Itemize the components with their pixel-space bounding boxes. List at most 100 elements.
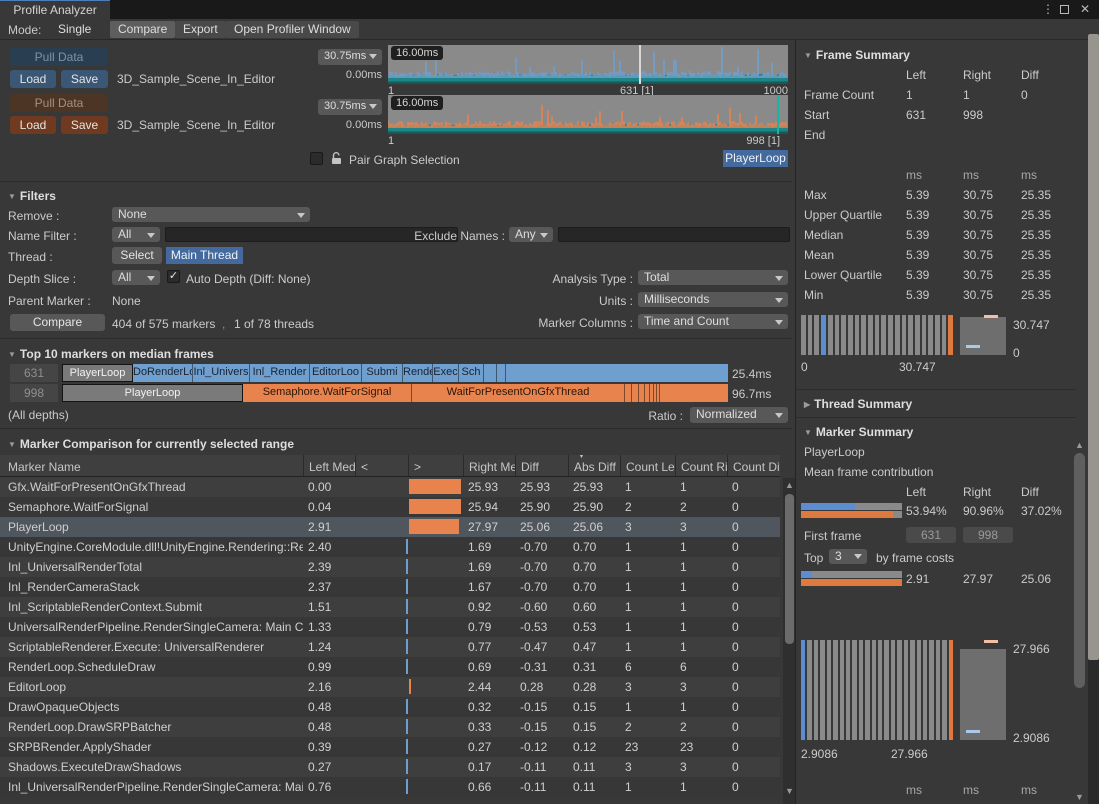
column-header-right-median[interactable]: Right Median — [463, 455, 515, 476]
auto-depth-checkbox[interactable]: ✓ — [167, 270, 180, 283]
column-header-count-left[interactable]: Count Left — [620, 455, 675, 476]
table-row[interactable]: UnityEngine.CoreModule.dll!UnityEngine.R… — [0, 537, 780, 557]
compare-button[interactable]: Compare — [10, 314, 105, 331]
top10-foldout[interactable]: ▼Top 10 markers on median frames — [8, 347, 214, 361]
column-header--[interactable]: > — [408, 455, 463, 476]
top10-segment-dorenderlo[interactable]: DoRenderLo — [133, 364, 193, 382]
close-icon[interactable]: ✕ — [1077, 2, 1093, 17]
load-left-button[interactable]: Load — [10, 70, 56, 88]
top10-frame-chip[interactable]: 998 — [10, 384, 58, 402]
column-header-count-diff[interactable]: Count Diff — [727, 455, 780, 476]
remove-dropdown[interactable]: None — [112, 207, 310, 222]
load-right-button[interactable]: Load — [10, 116, 56, 134]
first-frame-left-button[interactable]: 631 — [906, 527, 956, 543]
filters-foldout[interactable]: ▼Filters — [8, 189, 56, 203]
top10-segment[interactable] — [660, 384, 728, 402]
exclude-names-dropdown[interactable]: Any — [509, 227, 553, 242]
column-header-count-right[interactable]: Count Right — [675, 455, 727, 476]
tab-profile-analyzer[interactable]: Profile Analyzer — [0, 0, 110, 19]
table-row[interactable]: Shadows.ExecuteDrawShadows0.270.17-0.110… — [0, 757, 780, 777]
column-header--[interactable]: < — [355, 455, 408, 476]
table-row[interactable]: DrawOpaqueObjects0.480.32-0.150.15110 — [0, 697, 780, 717]
top10-marker-bar[interactable]: PlayerLoopSemaphore.WaitForSignalWaitFor… — [62, 384, 728, 402]
table-row[interactable]: UniversalRenderPipeline.RenderSingleCame… — [0, 617, 780, 637]
marker-comparison-foldout[interactable]: ▼Marker Comparison for currently selecte… — [8, 437, 294, 451]
name-filter-dropdown[interactable]: All — [112, 227, 160, 242]
top10-segment-waitforpresentongfxthread[interactable]: WaitForPresentOnGfxThread — [412, 384, 625, 402]
top10-segment-semaphore-waitforsignal[interactable]: Semaphore.WaitForSignal — [243, 384, 412, 402]
units-dropdown[interactable]: Milliseconds — [638, 292, 788, 307]
frame-summary-foldout[interactable]: ▼Frame Summary — [804, 48, 910, 62]
histogram-bar — [891, 640, 895, 740]
top10-marker-bar[interactable]: PlayerLoopDoRenderLoInl_UniversInl_Rende… — [62, 364, 728, 382]
table-row[interactable]: RenderLoop.DrawSRPBatcher0.480.33-0.150.… — [0, 717, 780, 737]
top10-segment-playerloop[interactable]: PlayerLoop — [62, 384, 243, 402]
thread-select-button[interactable]: Select — [112, 247, 162, 264]
value-cell: 0 — [727, 617, 780, 637]
marker-summary-foldout[interactable]: ▼Marker Summary — [804, 425, 913, 439]
table-row[interactable]: ScriptableRenderer.Execute: UniversalRen… — [0, 637, 780, 657]
top10-segment[interactable] — [506, 364, 728, 382]
analysis-type-dropdown[interactable]: Total — [638, 270, 788, 285]
left-graph-range-dropdown[interactable]: 30.75ms — [318, 49, 382, 65]
scroll-up-icon[interactable]: ▲ — [1073, 440, 1086, 450]
pull-data-left-button[interactable]: Pull Data — [10, 48, 108, 66]
window-scrollbar-thumb[interactable] — [1088, 34, 1099, 660]
export-button[interactable]: Export — [175, 21, 226, 38]
mode-single-button[interactable]: Single — [50, 21, 99, 38]
top10-segment-submi[interactable]: Submi — [362, 364, 403, 382]
top10-frame-chip[interactable]: 631 — [10, 364, 58, 382]
top10-segment[interactable] — [625, 384, 632, 402]
maximize-icon[interactable] — [1060, 5, 1069, 14]
top-n-dropdown[interactable]: 3 — [829, 549, 867, 564]
unlock-icon[interactable] — [330, 151, 343, 165]
top10-segment-sch[interactable]: Sch — [459, 364, 484, 382]
graph-selection-chip[interactable]: PlayerLoop — [723, 150, 788, 167]
top10-segment-editorloo[interactable]: EditorLoo — [310, 364, 362, 382]
table-row[interactable]: Inl_UniversalRenderTotal2.391.69-0.700.7… — [0, 557, 780, 577]
top10-segment-inl-univers[interactable]: Inl_Univers — [193, 364, 250, 382]
histogram-bar — [820, 640, 824, 740]
table-row[interactable]: Semaphore.WaitForSignal0.0425.9425.9025.… — [0, 497, 780, 517]
marker-columns-dropdown[interactable]: Time and Count — [638, 314, 788, 329]
table-scrollbar-thumb[interactable] — [785, 494, 794, 644]
top10-segment[interactable] — [484, 364, 497, 382]
top10-segment[interactable] — [632, 384, 639, 402]
scroll-down-icon[interactable]: ▼ — [1073, 792, 1086, 802]
top10-segment-inl-render[interactable]: Inl_Render — [250, 364, 310, 382]
table-row[interactable]: PlayerLoop2.9127.9725.0625.06330 — [0, 517, 780, 537]
top10-segment-exec[interactable]: Exec — [433, 364, 459, 382]
exclude-names-input[interactable] — [558, 227, 790, 242]
pair-graph-selection-checkbox[interactable] — [310, 152, 323, 165]
window-scrollbar[interactable] — [1088, 34, 1099, 804]
first-frame-right-button[interactable]: 998 — [963, 527, 1013, 543]
top10-segment[interactable] — [497, 364, 506, 382]
table-row[interactable]: Inl_ScriptableRenderContext.Submit1.510.… — [0, 597, 780, 617]
table-row[interactable]: Inl_RenderCameraStack2.371.67-0.700.7011… — [0, 577, 780, 597]
menu-icon[interactable]: ⋮ — [1040, 2, 1056, 17]
ratio-dropdown[interactable]: Normalized — [690, 407, 788, 423]
marker-summary-scrollbar[interactable]: ▲ ▼ — [1073, 440, 1086, 800]
column-header-diff[interactable]: Diff — [515, 455, 568, 476]
depth-slice-dropdown[interactable]: All — [112, 270, 160, 285]
mode-compare-button[interactable]: Compare — [110, 21, 175, 38]
top10-segment-rende[interactable]: Rende — [403, 364, 433, 382]
column-header-left-median[interactable]: Left Median — [303, 455, 355, 476]
marker-summary-scrollbar-thumb[interactable] — [1074, 453, 1085, 688]
left-frame-time-graph[interactable] — [388, 45, 788, 84]
table-row[interactable]: RenderLoop.ScheduleDraw0.990.69-0.310.31… — [0, 657, 780, 677]
save-left-button[interactable]: Save — [61, 70, 108, 88]
column-header-marker-name[interactable]: Marker Name — [0, 455, 303, 476]
table-row[interactable]: SRPBRender.ApplyShader0.390.27-0.120.122… — [0, 737, 780, 757]
table-row[interactable]: EditorLoop2.162.440.280.28330 — [0, 677, 780, 697]
table-row[interactable]: Gfx.WaitForPresentOnGfxThread0.0025.9325… — [0, 477, 780, 497]
right-frame-time-graph[interactable] — [388, 95, 788, 134]
table-row[interactable]: Inl_UniversalRenderPipeline.RenderSingle… — [0, 777, 780, 797]
save-right-button[interactable]: Save — [61, 116, 108, 134]
column-header-abs-diff[interactable]: Abs Diff▼ — [568, 455, 620, 476]
thread-summary-foldout[interactable]: ▶Thread Summary — [804, 397, 912, 411]
top10-segment-playerloop[interactable]: PlayerLoop — [62, 364, 133, 382]
open-profiler-window-button[interactable]: Open Profiler Window — [226, 21, 359, 38]
pull-data-right-button[interactable]: Pull Data — [10, 94, 108, 112]
right-graph-range-dropdown[interactable]: 30.75ms — [318, 99, 382, 115]
